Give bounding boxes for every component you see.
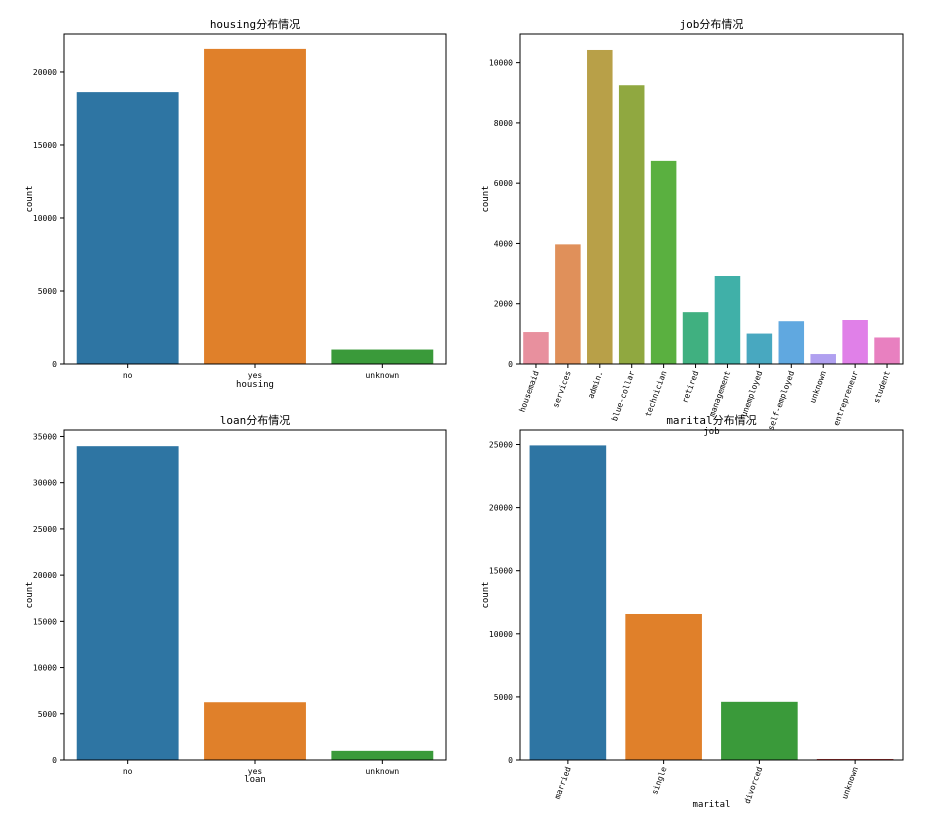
x-tick-label: student [872, 369, 892, 404]
y-tick-label: 25000 [489, 441, 513, 450]
y-tick-label: 5000 [38, 710, 57, 719]
x-tick-label: entrepreneur [832, 369, 860, 427]
y-tick-label: 0 [52, 360, 57, 369]
y-tick-label: 6000 [494, 179, 513, 188]
bar-technician [650, 160, 677, 364]
y-tick-label: 4000 [494, 239, 513, 248]
y-tick-label: 2000 [494, 300, 513, 309]
plot-frame [519, 33, 904, 365]
x-tick-label: single [650, 765, 668, 795]
x-tick-label: services [551, 369, 573, 408]
bar-unknown [810, 354, 836, 364]
chart-housing: 0 5000 10000 15000 20000 no yes unknown housing分… [25, 18, 447, 390]
chart-loan: 0 5000 10000 15000 20000 25000 30000 35000 no yes… [25, 414, 447, 785]
x-tick-label: married [553, 765, 573, 800]
bar-no [76, 446, 179, 760]
x-tick-label: unknown [808, 369, 828, 404]
y-tick-label: 10000 [489, 630, 513, 639]
y-tick-label: 15000 [33, 141, 57, 150]
x-tick-label: divorced [743, 765, 765, 804]
bar-unknown [331, 750, 434, 760]
y-tick-label: 5000 [494, 693, 513, 702]
bar-divorced [721, 701, 798, 760]
y-tick-label: 15000 [489, 567, 513, 576]
bar-married [529, 445, 607, 760]
x-tick-label: unknown [840, 765, 860, 800]
bar-single [625, 613, 702, 760]
x-tick-label: housemaid [518, 369, 541, 413]
chart-title: job分布情况 [680, 18, 744, 31]
y-tick-label: 15000 [33, 617, 57, 626]
bar-unknown [331, 349, 434, 364]
y-axis-label: count [481, 185, 491, 212]
y-tick-label: 25000 [33, 525, 57, 534]
x-axis-label: loan [244, 775, 266, 785]
y-tick-label: 0 [508, 756, 513, 765]
bar-management [714, 276, 741, 364]
y-tick-label: 20000 [33, 571, 57, 580]
x-tick-label: admin. [586, 370, 604, 400]
x-tick-label: yes [248, 767, 263, 776]
bar-yes [204, 702, 306, 760]
x-tick-label: unknown [365, 767, 399, 776]
bar-blue-collar [618, 85, 645, 364]
x-axis-label: job [703, 427, 719, 437]
y-tick-label: 20000 [489, 504, 513, 513]
bar-housemaid [523, 332, 549, 364]
bar-retired [682, 312, 709, 364]
y-tick-label: 20000 [33, 68, 57, 77]
x-tick-label: retired [680, 369, 700, 404]
x-tick-label: blue-collar [610, 369, 637, 422]
x-tick-label: management [707, 369, 732, 418]
y-tick-label: 10000 [33, 214, 57, 223]
bar-admin. [587, 49, 613, 364]
x-tick-label: no [123, 371, 133, 380]
x-tick-label: technician [644, 369, 669, 418]
y-tick-label: 30000 [33, 479, 57, 488]
chart-title: marital分布情况 [666, 414, 756, 427]
x-axis-label: housing [236, 380, 274, 390]
y-tick-label: 35000 [33, 432, 57, 441]
y-tick-label: 5000 [38, 287, 57, 296]
y-tick-label: 8000 [494, 119, 513, 128]
x-axis-label: marital [693, 800, 731, 810]
x-tick-label: unemployed [739, 369, 764, 418]
bar-unemployed [746, 333, 773, 364]
chart-marital: 0 5000 10000 15000 20000 25000 married single di… [481, 414, 904, 810]
bar-yes [204, 48, 306, 364]
y-axis-label: count [25, 185, 35, 212]
y-tick-label: 0 [52, 756, 57, 765]
x-tick-label: yes [248, 371, 263, 380]
bar-self-employed [778, 321, 805, 364]
y-axis-label: count [25, 581, 35, 608]
y-axis-label: count [481, 581, 491, 608]
plot-frame [519, 429, 904, 761]
y-tick-label: 0 [508, 360, 513, 369]
chart-title: housing分布情况 [210, 18, 300, 31]
bar-services [555, 244, 581, 364]
bar-student [874, 337, 900, 364]
x-tick-label: self-employed [766, 369, 796, 431]
chart-title: loan分布情况 [220, 414, 291, 427]
x-tick-label: no [123, 767, 133, 776]
bar-entrepreneur [842, 320, 868, 364]
y-tick-label: 10000 [489, 59, 513, 68]
bar-no [76, 92, 179, 365]
y-tick-label: 10000 [33, 664, 57, 673]
x-tick-label: unknown [365, 371, 399, 380]
chart-job: 0 2000 4000 6000 8000 10000 housemaid services a… [481, 18, 904, 437]
bar-unknown [816, 758, 894, 760]
